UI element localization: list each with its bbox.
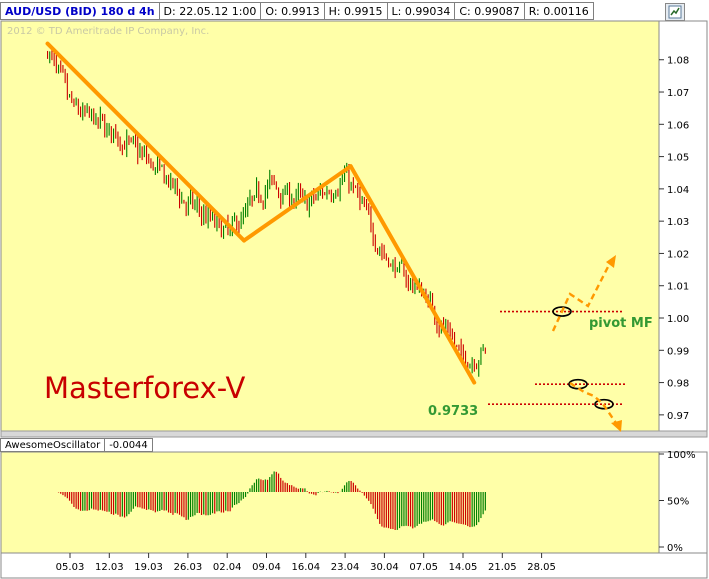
level-marker-ellipse [568,378,588,390]
price-plot-area [0,20,660,432]
price-tick-label: 0.99 [667,346,689,357]
chart-settings-icon[interactable] [665,3,685,21]
trend-line [348,164,477,385]
open-value: O: 0.9913 [260,2,325,20]
high-value: H: 0.9915 [323,2,388,20]
projection-up-arrow [551,260,613,332]
date-tick-label: 02.04 [213,562,242,573]
trend-line [242,164,353,243]
price-tick-label: 1.03 [667,217,689,228]
level-label: 0.9733 [428,404,478,419]
date-tick-label: 05.03 [56,562,85,573]
price-tick-label: 1.01 [667,282,689,293]
price-tick-label: 1.08 [667,56,689,67]
price-tick-label: 1.05 [667,153,689,164]
copyright-text: 2012 © TD Ameritrade IP Company, Inc. [7,26,210,37]
projection-down-arrow [569,381,619,427]
date-tick-label: 19.03 [134,562,163,573]
close-value: C: 0.99087 [454,2,525,20]
level-marker-ellipse [552,306,572,317]
arrowhead-down [611,420,622,432]
price-tick-label: 1.00 [667,314,689,325]
trend-lines [45,41,477,385]
date-axis-area [0,552,708,579]
panel-separator[interactable] [0,430,708,438]
low-value: L: 0.99034 [386,2,456,20]
oscillator-tick-label: 100% [667,450,696,461]
date-tick-label: 23.04 [331,562,360,573]
date-tick-label: 12.03 [95,562,124,573]
date-tick-label: 16.04 [291,562,320,573]
level-marker-ellipse [594,398,614,410]
pivot-label: pivot MF [589,316,653,331]
brand-label: Masterforex-V [44,371,246,405]
quote-header: AUD/USD (BID) 180 d 4h D: 22.05.12 1:00 … [0,2,594,20]
projection-arrows [551,255,622,432]
oscillator-tick-label: 50% [667,497,689,508]
date-tick-label: 14.05 [449,562,478,573]
range-value: R: 0.00116 [523,2,594,20]
date-axis-ticks: 05.03 12.03 19.03 26.03 02.04 09.04 16.04 23.04… [56,553,556,573]
date-tick-label: 07.05 [409,562,438,573]
date-tick-label: 09.04 [252,562,281,573]
indicator-value: -0.0044 [104,438,153,452]
trend-line [45,41,247,243]
date-tick-label: 28.05 [527,562,556,573]
date-tick-label: 30.04 [370,562,399,573]
price-tick-label: 1.07 [667,88,689,99]
oscillator-axis-ticks: 100% 50% 0% [659,450,696,554]
price-tick-label: 1.02 [667,249,689,260]
date-value: D: 22.05.12 1:00 [158,2,262,20]
price-tick-label: 0.97 [667,411,689,422]
oscillator-bars [57,471,486,530]
arrowhead-up [606,255,616,268]
indicator-name[interactable]: AwesomeOscillator [0,438,106,452]
date-tick-label: 26.03 [174,562,203,573]
price-tick-label: 1.04 [667,185,689,196]
price-tick-label: 1.06 [667,120,689,131]
date-tick-label: 21.05 [488,562,517,573]
oscillator-tick-label: 0% [667,543,683,554]
oscillator-plot-area [0,451,660,554]
oscillator-axis-area [658,451,708,554]
indicator-header: AwesomeOscillator -0.0044 [0,438,153,452]
price-axis-area [658,20,708,432]
price-axis-ticks: 1.08 1.07 1.06 1.05 1.04 1.03 1.02 1.01 1.00 0.99… [659,56,689,422]
symbol-label[interactable]: AUD/USD (BID) 180 d 4h [0,2,160,20]
price-tick-label: 0.98 [667,379,689,390]
